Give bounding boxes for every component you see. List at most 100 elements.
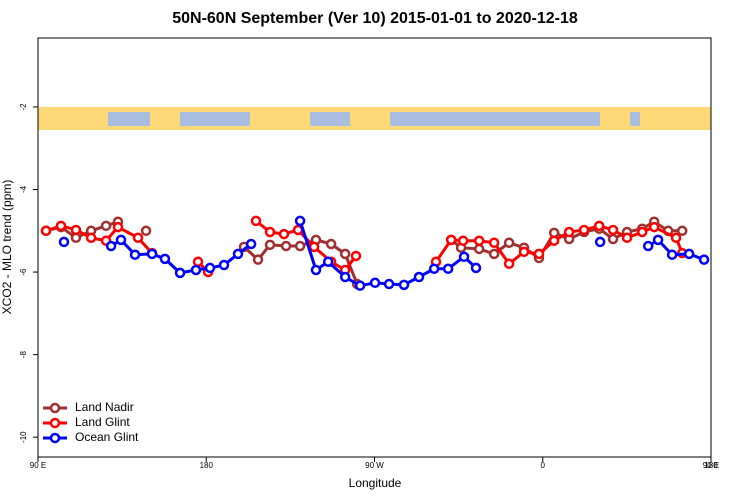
data-point (621, 232, 633, 244)
data-point (413, 271, 425, 283)
map-land (150, 107, 180, 130)
data-point (190, 264, 202, 276)
data-point (698, 254, 710, 265)
data-point (683, 248, 695, 260)
data-point (354, 280, 366, 291)
data-point (146, 248, 158, 260)
data-point (503, 237, 515, 249)
data-point (442, 263, 454, 275)
data-point (607, 233, 619, 245)
data-point (115, 234, 127, 246)
data-point (593, 220, 605, 232)
data-point (294, 240, 306, 252)
data-point (85, 232, 97, 244)
data-point (140, 225, 152, 237)
data-point (218, 259, 230, 271)
data-point (325, 238, 337, 250)
data-point (383, 278, 395, 290)
map-land (600, 107, 630, 130)
data-point (322, 256, 334, 267)
data-point (159, 253, 171, 265)
data-point (473, 235, 485, 246)
data-point (473, 243, 485, 255)
data-point (578, 224, 590, 236)
x-tick-label: 0 (541, 461, 546, 470)
data-point (488, 248, 500, 260)
data-point (594, 236, 606, 248)
legend-item: Land Glint (43, 415, 130, 429)
data-point (470, 262, 482, 274)
legend-label: Land Nadir (75, 400, 134, 414)
data-point (458, 251, 470, 263)
data-point (252, 254, 264, 265)
series-line (298, 220, 478, 288)
legend-label: Land Glint (75, 415, 130, 429)
data-point (55, 220, 67, 232)
y-tick-label: -10 (19, 431, 28, 443)
y-axis-label: XCO2 - MLO trend (ppm) (0, 180, 14, 315)
data-point (457, 235, 469, 246)
chart-title: 50N-60N September (Ver 10) 2015-01-01 to… (172, 10, 578, 27)
y-tick-label: -6 (19, 268, 28, 276)
data-point (294, 215, 306, 227)
data-point (174, 267, 186, 279)
map-land (38, 107, 108, 130)
data-point (607, 224, 619, 236)
data-point (280, 240, 292, 252)
legend-marker (49, 402, 61, 414)
legend-item: Ocean Glint (43, 430, 139, 444)
data-point (548, 235, 560, 246)
data-point (192, 256, 204, 267)
data-point (563, 226, 575, 238)
data-point (100, 220, 112, 232)
map-land (250, 107, 310, 130)
x-tick-label: 90 W (365, 461, 384, 470)
data-point (518, 246, 530, 258)
x-axis-label: Longitude (349, 476, 402, 490)
x-tick-label: 180 (704, 461, 718, 470)
data-point (339, 248, 351, 260)
map-land (38, 107, 711, 112)
data-point (666, 249, 678, 260)
data-point (369, 277, 381, 289)
data-point (232, 248, 244, 260)
data-point (132, 232, 144, 244)
y-tick-label: -2 (19, 103, 28, 111)
map-land (350, 107, 390, 130)
y-tick-label: -8 (19, 351, 28, 359)
data-point (40, 225, 52, 237)
data-point (339, 271, 351, 283)
legend-marker (49, 432, 61, 444)
data-point (642, 240, 654, 252)
data-point (70, 224, 82, 236)
data-point (533, 248, 545, 260)
data-point (310, 264, 322, 276)
plot-frame (37, 37, 712, 458)
x-tick-label: 180 (200, 461, 214, 470)
legend-marker (49, 417, 61, 429)
x-tick-label: 90 E (703, 461, 719, 470)
data-point (398, 279, 410, 291)
data-point (308, 241, 320, 253)
data-point (129, 249, 141, 260)
data-point (488, 237, 500, 249)
data-point (264, 226, 276, 238)
data-point (58, 236, 70, 248)
data-point (676, 225, 688, 237)
data-point (648, 221, 660, 233)
data-point (503, 258, 515, 270)
data-point (445, 234, 457, 246)
data-point (112, 221, 124, 233)
map-land (38, 126, 711, 130)
data-point (428, 263, 440, 275)
data-point (278, 228, 290, 240)
data-point (105, 240, 117, 252)
y-tick-label: -4 (19, 185, 28, 193)
x-tick-label: 90 E (30, 461, 46, 470)
legend-item: Land Nadir (43, 400, 134, 414)
legend-label: Ocean Glint (75, 430, 139, 444)
data-point (636, 226, 648, 238)
data-point (670, 232, 682, 244)
